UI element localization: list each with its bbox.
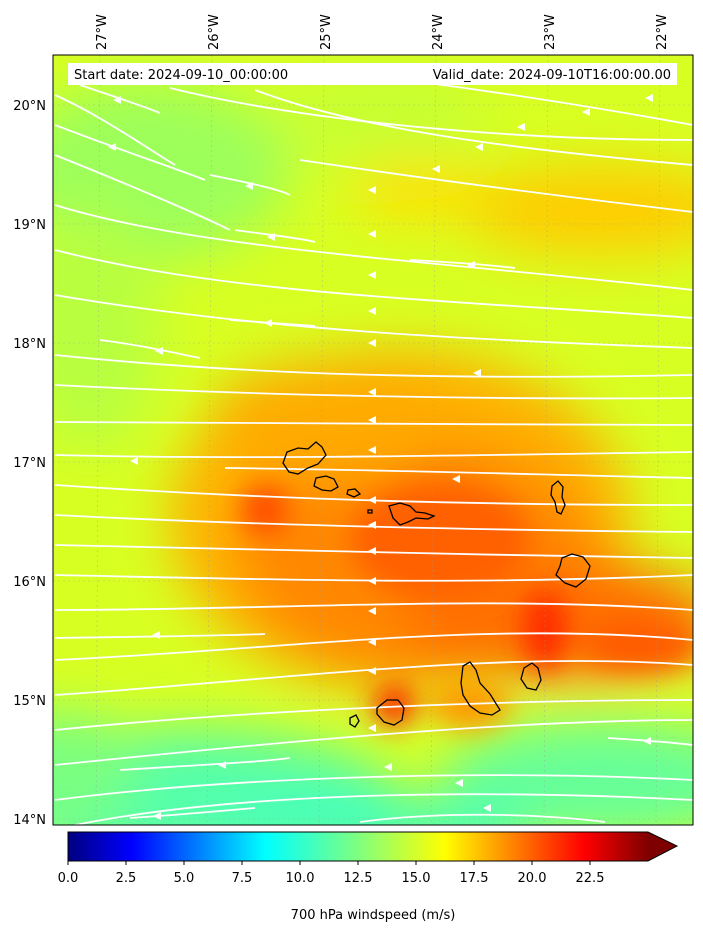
island-brava — [349, 714, 360, 728]
colorbar-ticks — [67, 861, 591, 865]
lat-tick-label: 15°N — [13, 694, 46, 709]
colorbar-label: 700 hPa windspeed (m/s) — [291, 908, 456, 923]
lat-tick-labels: 20°N 19°N 18°N 17°N 16°N 15°N 14°N — [13, 99, 46, 828]
start-date-label: Start date: 2024-09-10_00:00:00 — [74, 68, 288, 83]
colorbar-tick-label: 7.5 — [232, 871, 253, 886]
colorbar-gradient — [68, 832, 648, 861]
info-box — [68, 63, 677, 85]
island-sao-nicolau — [388, 502, 436, 526]
lat-tick-label: 16°N — [13, 575, 46, 590]
colorbar-tick-label: 2.5 — [116, 871, 137, 886]
lon-tick-label: 25°W — [319, 14, 334, 50]
lon-tick-label: 27°W — [95, 14, 110, 50]
island-coastlines — [282, 441, 591, 728]
colorbar-outline — [67, 831, 679, 862]
colorbar-tick-label: 0.0 — [58, 871, 79, 886]
colorbar-tick-label: 5.0 — [174, 871, 195, 886]
lon-tick-labels: 27°W 26°W 25°W 24°W 23°W 22°W — [95, 14, 670, 50]
map-frame — [52, 54, 694, 826]
lat-tick-label: 17°N — [13, 456, 46, 471]
lon-tick-label: 26°W — [207, 14, 222, 50]
colorbar-tick-label: 12.5 — [344, 871, 373, 886]
island-sal — [550, 480, 566, 515]
island-boa-vista — [555, 553, 591, 588]
colorbar: 0.0 2.5 5.0 7.5 10.0 12.5 15.0 17.5 20.0… — [58, 831, 679, 923]
windspeed-field — [53, 55, 693, 825]
lat-tick-label: 14°N — [13, 813, 46, 828]
colorbar-tick-label: 22.5 — [576, 871, 605, 886]
lon-tick-label: 24°W — [431, 14, 446, 50]
lat-tick-label: 20°N — [13, 99, 46, 114]
colorbar-extend-arrow — [648, 832, 677, 861]
colorbar-tick-label: 10.0 — [286, 871, 315, 886]
streamline-arrows — [108, 94, 653, 820]
streamlines — [54, 81, 693, 825]
island-fogo — [376, 699, 405, 726]
lat-tick-label: 18°N — [13, 337, 46, 352]
island-santo-antao — [282, 441, 327, 475]
island-maio — [520, 662, 542, 691]
island-sao-vicente — [313, 475, 339, 492]
lon-tick-label: 22°W — [655, 14, 670, 50]
valid-date-label: Valid_date: 2024-09-10T16:00:00.00 — [433, 68, 671, 83]
colorbar-tick-label: 17.5 — [460, 871, 489, 886]
lat-tick-label: 19°N — [13, 218, 46, 233]
colorbar-tick-label: 15.0 — [402, 871, 431, 886]
island-raso — [367, 509, 373, 514]
lon-tick-label: 23°W — [543, 14, 558, 50]
island-santiago — [460, 661, 501, 716]
island-santa-luzia — [346, 488, 362, 498]
colorbar-tick-label: 20.0 — [518, 871, 547, 886]
